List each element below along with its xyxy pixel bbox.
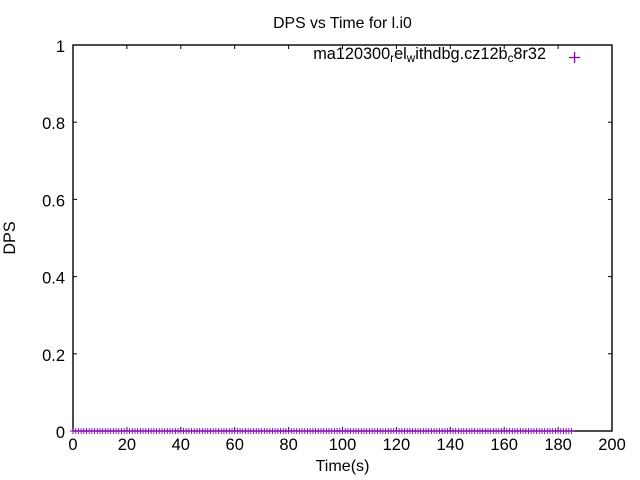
- svg-text:120: 120: [383, 436, 411, 454]
- svg-text:DPS: DPS: [1, 221, 19, 254]
- svg-text:180: 180: [544, 436, 572, 454]
- svg-text:200: 200: [598, 436, 626, 454]
- svg-text:60: 60: [226, 436, 244, 454]
- svg-text:0: 0: [68, 436, 77, 454]
- svg-text:DPS vs Time for l.i0: DPS vs Time for l.i0: [273, 15, 412, 32]
- svg-text:20: 20: [118, 436, 136, 454]
- svg-text:0.8: 0.8: [42, 115, 65, 133]
- svg-text:0.6: 0.6: [42, 192, 65, 210]
- svg-text:0: 0: [56, 424, 65, 442]
- svg-text:Time(s): Time(s): [316, 457, 370, 475]
- svg-text:1: 1: [56, 38, 65, 56]
- svg-text:0.2: 0.2: [42, 347, 65, 365]
- svg-text:0.4: 0.4: [42, 270, 65, 288]
- svg-text:100: 100: [329, 436, 357, 454]
- svg-text:140: 140: [437, 436, 465, 454]
- svg-text:40: 40: [172, 436, 190, 454]
- svg-text:80: 80: [279, 436, 297, 454]
- svg-text:160: 160: [490, 436, 518, 454]
